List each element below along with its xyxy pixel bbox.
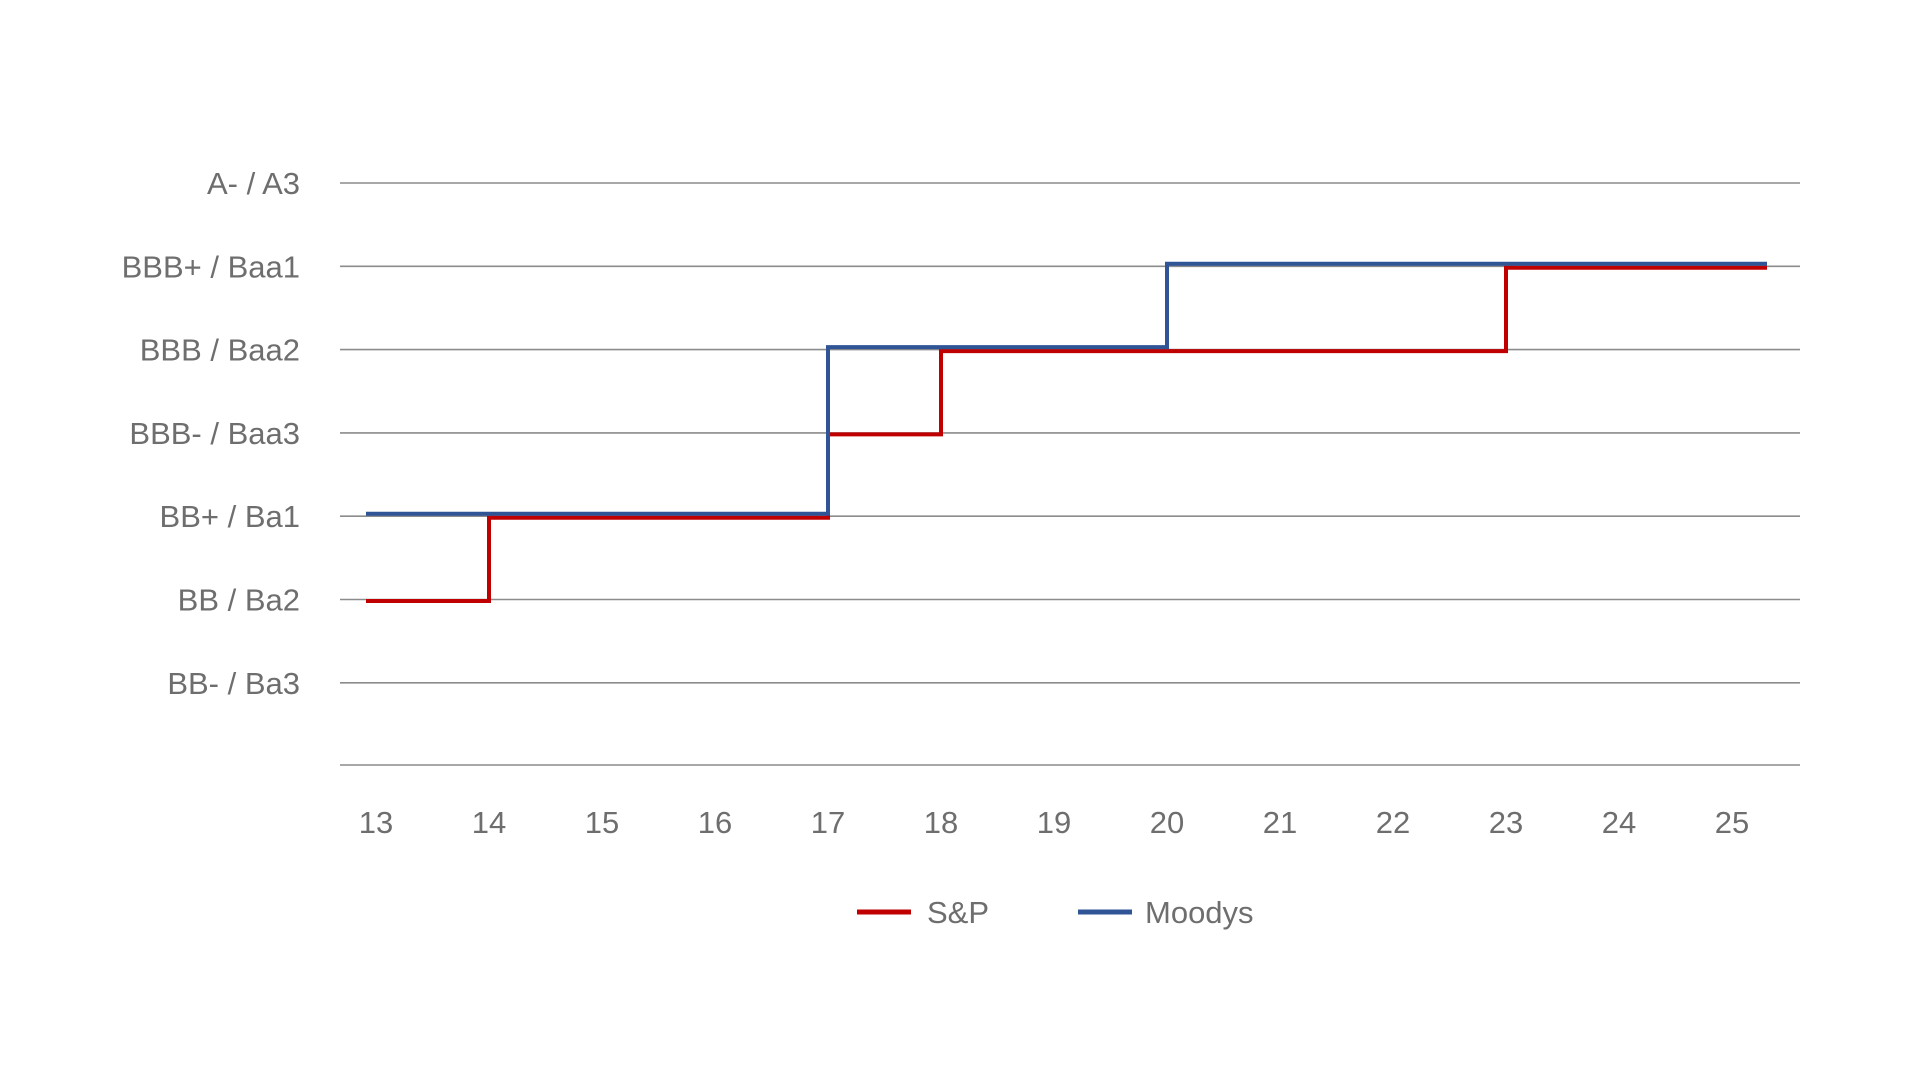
legend: S&P Moodys <box>857 895 1254 930</box>
series-lines <box>366 261 1767 603</box>
y-tick-label: BBB- / Baa3 <box>129 416 300 451</box>
x-tick-label: 15 <box>585 805 619 840</box>
x-tick-label: 25 <box>1715 805 1749 840</box>
y-tick-label: BB / Ba2 <box>178 583 300 618</box>
legend-item-sp: S&P <box>857 895 989 930</box>
x-tick-label: 16 <box>698 805 732 840</box>
x-tick-label: 23 <box>1489 805 1523 840</box>
y-tick-label: BBB+ / Baa1 <box>122 249 300 284</box>
x-tick-label: 17 <box>811 805 845 840</box>
legend-item-moodys: Moodys <box>1078 895 1254 930</box>
y-tick-label: BB+ / Ba1 <box>160 499 300 534</box>
x-tick-label: 19 <box>1037 805 1071 840</box>
x-axis-tick-labels: 13 14 15 16 17 18 19 20 21 22 23 24 25 <box>359 805 1749 840</box>
y-axis-tick-labels: A- / A3 BBB+ / Baa1 BBB / Baa2 BBB- / Baa3 B… <box>122 166 300 701</box>
x-tick-label: 22 <box>1376 805 1410 840</box>
y-tick-label: BB- / Ba3 <box>167 666 300 701</box>
legend-label: Moodys <box>1145 895 1254 930</box>
y-tick-label: A- / A3 <box>207 166 300 201</box>
x-tick-label: 24 <box>1602 805 1636 840</box>
x-tick-label: 14 <box>472 805 506 840</box>
x-tick-label: 21 <box>1263 805 1297 840</box>
series-line-sp <box>366 265 1767 603</box>
grid-lines <box>340 182 1800 766</box>
series-line-moodys <box>366 261 1767 516</box>
x-tick-label: 13 <box>359 805 393 840</box>
y-tick-label: BBB / Baa2 <box>140 333 300 368</box>
x-tick-label: 20 <box>1150 805 1184 840</box>
x-tick-label: 18 <box>924 805 958 840</box>
legend-label: S&P <box>927 895 989 930</box>
